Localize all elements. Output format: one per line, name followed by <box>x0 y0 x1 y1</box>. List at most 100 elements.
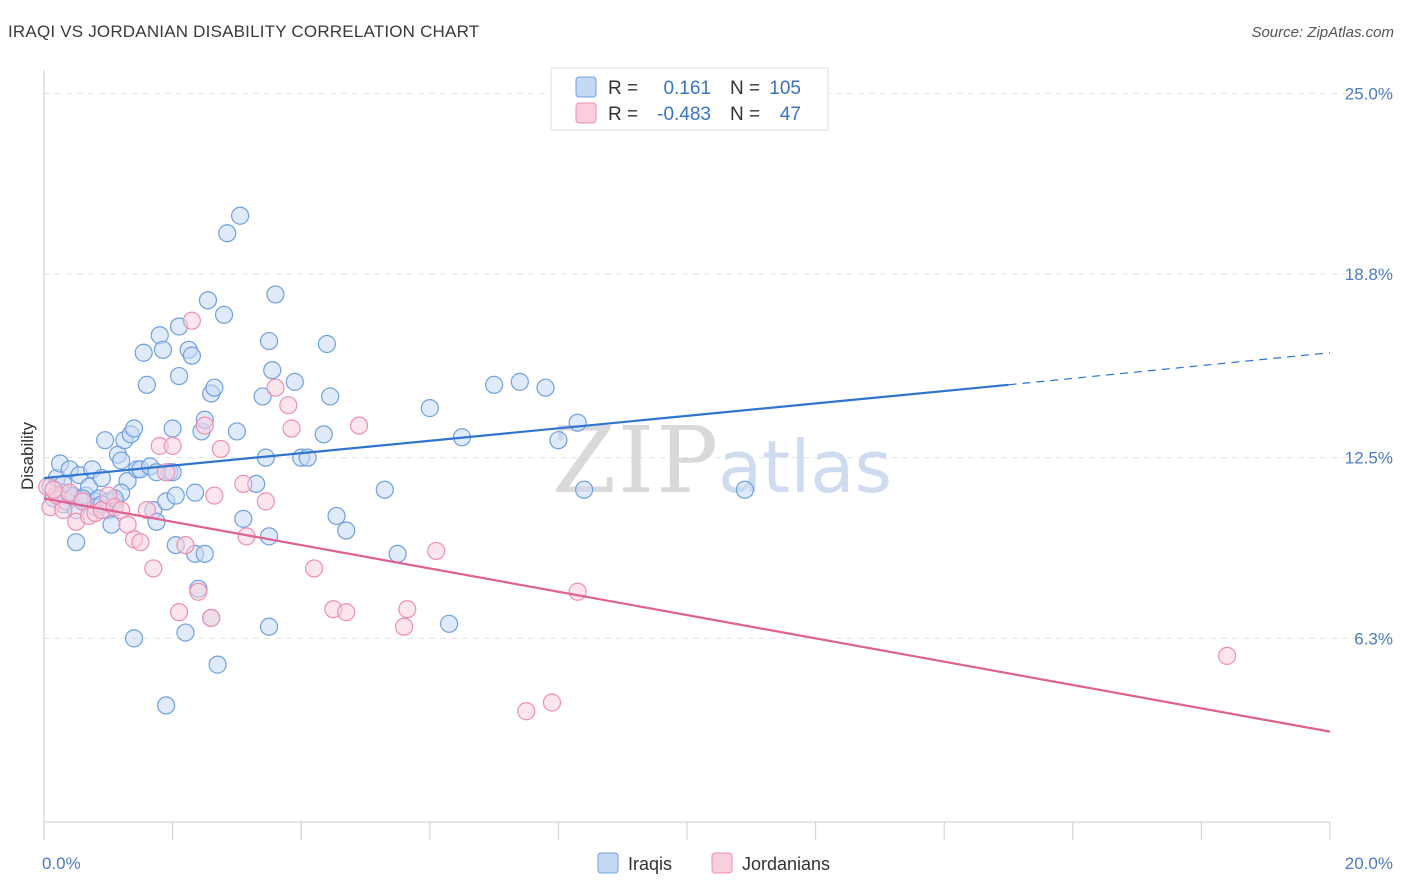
legend-swatch-jordanians <box>575 102 597 124</box>
tick-labels: 6.3% 12.5% 18.8% 25.0% 0.0% 20.0% <box>42 84 1393 873</box>
point-iraqis-66 <box>285 372 304 391</box>
point-iraqis-32 <box>137 375 156 394</box>
y-axis-label: Disability <box>18 421 37 490</box>
point-iraqis-59 <box>234 509 253 528</box>
point-iraqis-75 <box>388 544 407 563</box>
series-legend-swatch-iraqis <box>597 852 619 874</box>
point-jordanians-21 <box>176 536 195 555</box>
point-iraqis-98 <box>124 629 144 648</box>
point-jordanians-23 <box>189 582 208 601</box>
point-jordanians-31 <box>266 378 285 397</box>
point-iraqis-74 <box>375 480 394 499</box>
point-jordanians-41 <box>517 702 536 721</box>
legend-r-value-jordanians: -0.483 <box>657 104 711 125</box>
legend-n-value-jordanians: 47 <box>780 104 801 125</box>
point-iraqis-51 <box>198 291 218 310</box>
legend-n-label-jordanians: N = <box>730 104 760 125</box>
chart-title: IRAQI VS JORDANIAN DISABILITY CORRELATIO… <box>8 22 480 41</box>
point-jordanians-25 <box>202 608 221 628</box>
y-tick-label-0: 6.3% <box>1354 629 1393 648</box>
point-iraqis-71 <box>321 387 340 406</box>
point-iraqis-10 <box>67 533 86 552</box>
point-jordanians-14 <box>131 533 150 552</box>
series-legend-label-iraqis: Iraqis <box>628 854 672 874</box>
point-iraqis-78 <box>485 375 504 394</box>
x-tick-label-0: 0.0% <box>42 854 81 873</box>
point-jordanians-28 <box>234 474 253 493</box>
data-points <box>38 206 1237 721</box>
point-iraqis-64 <box>263 361 282 380</box>
point-iraqis-46 <box>182 346 201 365</box>
point-iraqis-73 <box>337 521 356 540</box>
legend-swatch-iraqis <box>575 76 597 98</box>
legend-r-label-jordanians: R = <box>608 104 638 125</box>
point-jordanians-27 <box>211 439 230 459</box>
point-jordanians-26 <box>205 486 224 505</box>
legend-box <box>550 67 829 131</box>
point-iraqis-61 <box>253 387 272 406</box>
point-jordanians-43 <box>568 582 587 601</box>
series-legend-label-jordanians: Jordanians <box>742 854 830 874</box>
point-iraqis-44 <box>176 623 195 642</box>
point-iraqis-81 <box>549 431 568 450</box>
point-iraqis-31 <box>134 343 153 362</box>
point-iraqis-47 <box>186 483 205 502</box>
point-iraqis-42 <box>169 366 189 386</box>
point-jordanians-39 <box>398 600 417 619</box>
point-jordanians-18 <box>157 463 176 482</box>
point-jordanians-38 <box>394 617 414 636</box>
point-iraqis-80 <box>536 378 555 397</box>
y-tick-label-2: 18.8% <box>1345 265 1393 284</box>
y-tick-label-1: 12.5% <box>1345 449 1393 468</box>
trend-line-iraqis <box>43 383 1009 480</box>
point-iraqis-94 <box>259 527 279 546</box>
legend-r-label-iraqis: R = <box>608 78 638 99</box>
point-jordanians-33 <box>282 419 301 438</box>
point-iraqis-99 <box>195 544 214 563</box>
point-jordanians-22 <box>182 311 201 330</box>
point-jordanians-20 <box>169 603 189 622</box>
point-iraqis-37 <box>153 340 173 359</box>
point-iraqis-24 <box>112 451 131 470</box>
x-tick-label-1: 20.0% <box>1345 854 1393 873</box>
point-jordanians-19 <box>163 436 182 456</box>
point-iraqis-95 <box>259 617 279 636</box>
point-iraqis-69 <box>314 425 333 444</box>
point-jordanians-36 <box>337 603 356 622</box>
point-iraqis-55 <box>214 305 234 324</box>
trend-lines <box>43 352 1331 733</box>
point-iraqis-28 <box>124 419 144 438</box>
point-iraqis-82 <box>568 413 587 432</box>
axes <box>43 70 1331 840</box>
grid-lines <box>44 92 1365 639</box>
point-iraqis-97 <box>157 696 176 715</box>
point-jordanians-42 <box>542 693 562 712</box>
point-iraqis-41 <box>166 486 185 505</box>
legend-n-label-iraqis: N = <box>730 78 760 99</box>
point-iraqis-84 <box>735 480 754 499</box>
trend-line-jordanians <box>43 497 1331 733</box>
point-iraqis-53 <box>205 378 224 397</box>
point-jordanians-15 <box>137 501 156 520</box>
point-jordanians-44 <box>1218 646 1237 665</box>
y-tick-label-3: 25.0% <box>1345 84 1393 103</box>
point-jordanians-37 <box>349 416 369 435</box>
point-iraqis-57 <box>227 422 246 441</box>
point-jordanians-32 <box>279 396 298 415</box>
point-iraqis-76 <box>420 399 439 418</box>
point-jordanians-16 <box>144 559 163 578</box>
point-iraqis-56 <box>218 224 237 243</box>
series-legend: Iraqis Jordanians <box>597 852 830 874</box>
point-iraqis-40 <box>163 419 182 438</box>
point-jordanians-40 <box>427 541 446 561</box>
series-legend-swatch-jordanians <box>711 852 733 874</box>
point-iraqis-70 <box>317 334 337 354</box>
point-jordanians-34 <box>304 559 324 578</box>
point-iraqis-58 <box>231 206 250 225</box>
point-iraqis-19 <box>95 431 115 450</box>
point-jordanians-24 <box>195 416 214 435</box>
point-jordanians-46 <box>44 480 63 499</box>
trend-line-extension-iraqis <box>1008 352 1331 386</box>
legend-n-value-iraqis: 105 <box>769 78 801 99</box>
